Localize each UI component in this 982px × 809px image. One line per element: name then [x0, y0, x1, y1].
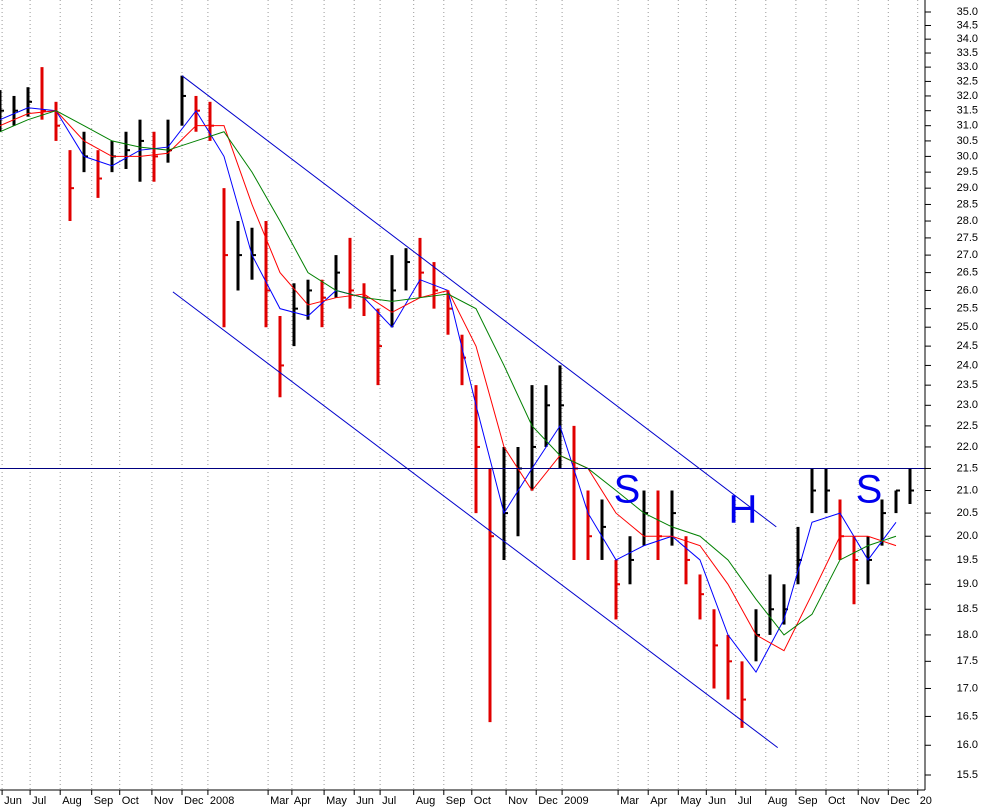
x-tick-label: Oct — [474, 795, 491, 807]
x-tick-label: May — [680, 795, 701, 807]
y-tick-label: 23.5 — [957, 379, 978, 391]
x-tick-label: 20 — [920, 795, 932, 807]
y-tick-label: 26.0 — [957, 284, 978, 296]
y-tick-label: 21.5 — [957, 462, 978, 474]
y-tick-label: 25.5 — [957, 303, 978, 315]
x-tick-label: Sep — [798, 795, 818, 807]
y-tick-label: 29.0 — [957, 182, 978, 194]
y-tick-label: 25.0 — [957, 321, 978, 333]
x-tick-label: Dec — [538, 795, 558, 807]
y-tick-label: 28.0 — [957, 215, 978, 227]
pattern-label: S — [856, 468, 883, 512]
x-tick-label: Dec — [890, 795, 910, 807]
x-tick-label: Jul — [738, 795, 752, 807]
y-tick-label: 32.0 — [957, 90, 978, 102]
x-tick-label: May — [326, 795, 347, 807]
y-tick-label: 18.0 — [957, 629, 978, 641]
y-tick-label: 22.5 — [957, 420, 978, 432]
y-tick-label: 27.5 — [957, 232, 978, 244]
y-tick-label: 27.0 — [957, 249, 978, 261]
x-tick-label: Dec — [184, 795, 204, 807]
y-tick-label: 35.0 — [957, 6, 978, 18]
y-tick-label: 20.0 — [957, 530, 978, 542]
x-tick-label: Aug — [768, 795, 788, 807]
y-tick-label: 29.5 — [957, 166, 978, 178]
x-tick-label: Jun — [4, 795, 22, 807]
x-tick-label: Nov — [860, 795, 880, 807]
x-tick-label: Sep — [94, 795, 114, 807]
y-tick-label: 33.0 — [957, 61, 978, 73]
y-tick-label: 20.5 — [957, 507, 978, 519]
x-tick-label: Aug — [62, 795, 82, 807]
y-tick-label: 17.0 — [957, 682, 978, 694]
axes: 35.034.5 34.0 33.5 33.0 32.5 32.0 31.5 31.0 30.5… — [1, 6, 978, 807]
x-tick-label: Apr — [650, 795, 667, 807]
y-tick-label: 32.5 — [957, 75, 978, 87]
x-tick-label: 2009 — [564, 795, 588, 807]
y-tick-label: 34.5 — [957, 19, 978, 31]
trend-line — [181, 75, 777, 528]
y-tick-label: 33.5 — [957, 47, 978, 59]
y-tick-label: 30.5 — [957, 135, 978, 147]
x-tick-label: Sep — [446, 795, 466, 807]
x-tick-label: Nov — [508, 795, 528, 807]
pattern-label: H — [729, 488, 758, 532]
y-tick-label: 16.5 — [957, 710, 978, 722]
y-tick-label: 16.0 — [957, 739, 978, 751]
x-tick-label: Jul — [32, 795, 46, 807]
x-tick-label: Nov — [154, 795, 174, 807]
y-tick-label: 31.5 — [957, 105, 978, 117]
y-tick-label: 19.5 — [957, 554, 978, 566]
y-tick-label: 28.5 — [957, 198, 978, 210]
moving-average — [0, 110, 897, 636]
y-tick-label: 24.0 — [957, 359, 978, 371]
y-tick-label: 34.0 — [957, 33, 978, 45]
x-tick-label: Jul — [382, 795, 396, 807]
y-tick-label: 24.5 — [957, 340, 978, 352]
x-tick-label: Jun — [708, 795, 726, 807]
y-tick-label: 23.0 — [957, 399, 978, 411]
x-tick-label: Oct — [828, 795, 845, 807]
y-tick-label: 18.5 — [957, 603, 978, 615]
pattern-label: S — [614, 468, 641, 512]
moving-average — [0, 110, 897, 652]
y-tick-label: 15.5 — [957, 769, 978, 781]
x-tick-label: Oct — [122, 795, 139, 807]
x-tick-label: 2008 — [210, 795, 234, 807]
y-tick-label: 30.0 — [957, 150, 978, 162]
y-tick-label: 26.5 — [957, 267, 978, 279]
x-tick-label: Mar — [620, 795, 639, 807]
x-tick-label: Mar — [270, 795, 289, 807]
y-tick-label: 22.0 — [957, 441, 978, 453]
y-tick-label: 21.0 — [957, 484, 978, 496]
y-tick-label: 19.0 — [957, 578, 978, 590]
x-tick-label: Aug — [416, 795, 436, 807]
x-tick-label: Jun — [356, 795, 374, 807]
y-tick-label: 17.5 — [957, 655, 978, 667]
y-tick-label: 31.0 — [957, 120, 978, 132]
trend-line — [172, 291, 779, 749]
x-tick-label: Apr — [294, 795, 311, 807]
